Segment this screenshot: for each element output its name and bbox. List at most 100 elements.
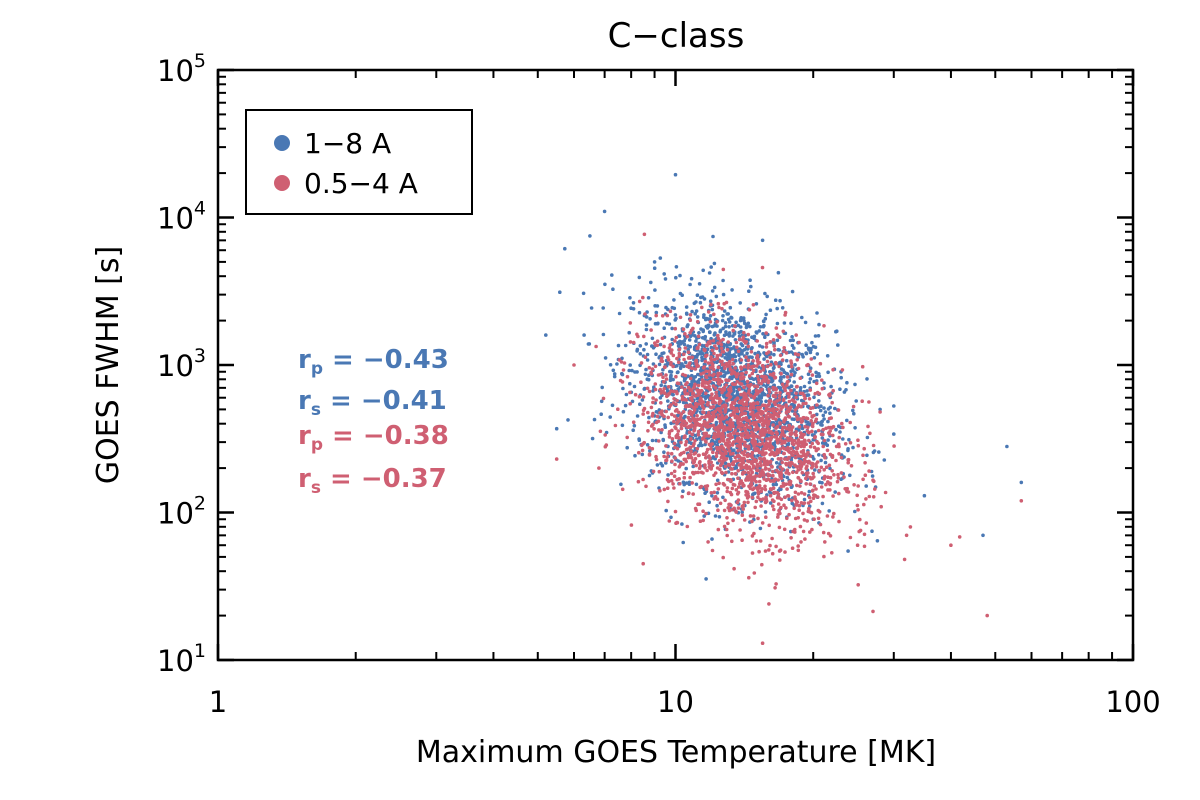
point-series-2 [791, 470, 795, 475]
point-series-1 [601, 332, 606, 337]
point-series-2 [669, 362, 673, 367]
point-series-1 [760, 238, 765, 243]
point-series-2 [679, 461, 683, 466]
x-tick-label: 100 [1105, 685, 1160, 719]
point-series-1 [663, 425, 668, 430]
point-series-2 [704, 440, 708, 444]
point-series-2 [764, 497, 769, 502]
point-series-1 [825, 354, 830, 358]
point-series-2 [769, 362, 773, 367]
point-series-2 [631, 420, 636, 425]
point-series-2 [759, 463, 763, 468]
point-series-2 [753, 427, 757, 432]
point-series-2 [763, 467, 768, 471]
point-series-1 [657, 362, 662, 367]
point-series-2 [758, 472, 763, 476]
point-series-2 [812, 475, 816, 479]
point-series-2 [756, 495, 760, 500]
point-series-1 [802, 497, 807, 502]
point-series-1 [544, 333, 548, 337]
point-series-2 [747, 444, 751, 449]
point-series-2 [856, 438, 860, 443]
point-series-1 [712, 333, 717, 337]
point-series-2 [651, 422, 655, 427]
point-series-2 [834, 458, 838, 463]
point-series-2 [688, 361, 692, 365]
point-series-2 [840, 421, 844, 426]
point-series-1 [691, 464, 695, 469]
point-series-1 [782, 374, 786, 379]
point-series-1 [679, 364, 683, 369]
point-series-2 [739, 366, 744, 370]
point-series-2 [873, 487, 877, 491]
point-series-2 [804, 476, 808, 481]
point-series-2 [813, 435, 817, 439]
point-series-2 [664, 444, 668, 448]
point-series-1 [814, 374, 819, 379]
point-series-2 [817, 510, 822, 514]
point-series-2 [801, 451, 806, 456]
point-series-1 [624, 392, 629, 397]
point-series-1 [790, 402, 795, 407]
point-series-2 [670, 459, 674, 464]
point-series-1 [625, 445, 629, 450]
point-series-2 [717, 401, 721, 406]
point-series-2 [740, 451, 744, 455]
point-series-1 [612, 374, 617, 379]
point-series-2 [796, 352, 801, 357]
point-series-1 [674, 265, 679, 269]
point-series-2 [767, 407, 772, 412]
point-series-2 [856, 484, 860, 488]
point-series-2 [802, 518, 807, 522]
point-series-2 [733, 471, 738, 476]
point-series-2 [814, 417, 819, 422]
point-series-2 [665, 394, 669, 399]
point-series-2 [675, 381, 680, 386]
point-series-2 [787, 395, 791, 399]
point-series-2 [708, 320, 713, 324]
point-series-2 [739, 412, 743, 417]
point-series-2 [767, 467, 771, 472]
point-series-2 [798, 459, 803, 464]
point-series-2 [752, 402, 756, 406]
point-series-2 [742, 364, 747, 369]
point-series-2 [765, 364, 770, 369]
point-series-2 [691, 492, 695, 496]
point-series-2 [878, 410, 882, 414]
point-series-2 [795, 483, 799, 488]
point-series-1 [816, 334, 821, 338]
point-series-1 [673, 172, 678, 177]
point-series-2 [721, 428, 726, 433]
point-series-2 [669, 478, 674, 483]
point-series-1 [682, 482, 686, 487]
point-series-2 [722, 508, 727, 513]
point-series-1 [670, 305, 675, 310]
point-series-2 [808, 530, 812, 534]
point-series-2 [799, 432, 804, 437]
point-series-2 [774, 361, 778, 366]
point-series-1 [822, 381, 826, 385]
point-series-2 [820, 386, 825, 391]
point-series-2 [694, 463, 698, 468]
point-series-1 [582, 333, 586, 337]
point-series-2 [802, 492, 807, 496]
point-series-2 [793, 516, 798, 521]
point-series-2 [658, 387, 663, 392]
point-series-2 [712, 426, 717, 430]
point-series-2 [892, 444, 896, 448]
point-series-2 [866, 424, 870, 429]
point-series-2 [759, 381, 764, 386]
point-series-1 [694, 339, 698, 343]
point-series-1 [612, 372, 617, 376]
point-series-2 [750, 551, 755, 555]
point-series-1 [644, 327, 649, 332]
point-series-1 [787, 364, 791, 369]
point-series-2 [821, 444, 825, 449]
point-series-2 [664, 409, 668, 414]
point-series-2 [742, 391, 746, 396]
point-series-2 [746, 383, 750, 388]
point-series-1 [635, 370, 639, 374]
point-series-2 [764, 414, 768, 418]
point-series-2 [647, 366, 652, 370]
point-series-2 [776, 478, 780, 482]
